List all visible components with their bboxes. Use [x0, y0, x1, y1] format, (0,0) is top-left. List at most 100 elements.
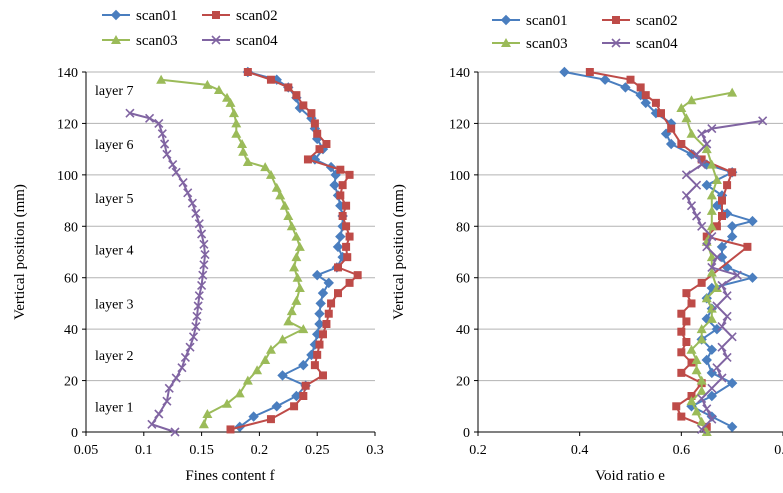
scan02-point	[303, 155, 312, 164]
legend-entry-scan03: scan03	[492, 36, 568, 52]
legend-marker	[612, 16, 620, 24]
legend-entry-scan04: scan04	[202, 33, 278, 49]
scan03-point	[286, 306, 297, 316]
scan02-point	[284, 83, 293, 92]
scan01-point	[599, 74, 611, 85]
legend-marker	[611, 38, 621, 48]
scan02-point	[318, 371, 327, 380]
scan02-point	[697, 155, 706, 164]
scan04-point	[692, 211, 702, 221]
scan03-point	[706, 190, 717, 200]
scan02-point	[677, 368, 686, 377]
scan04-point	[180, 352, 190, 362]
scan04-point	[707, 262, 717, 272]
scan04-point	[197, 280, 207, 290]
scan04-point	[194, 291, 204, 301]
scan03-point	[298, 324, 309, 334]
scan04-point	[697, 221, 707, 231]
x-axis-title: Void ratio e	[595, 468, 665, 484]
scan03-point	[696, 416, 707, 426]
scan02-point	[353, 271, 362, 280]
scan01-point	[271, 401, 282, 412]
scan03-point	[691, 365, 702, 375]
y-axis-title: Vertical position (mm)	[12, 184, 28, 320]
legend-entry-scan03: scan03	[102, 33, 178, 49]
scan03-point	[727, 87, 738, 97]
scan04-point	[681, 170, 691, 180]
scan04-point	[147, 419, 157, 429]
scan04-point	[162, 149, 172, 159]
scan02-point	[687, 299, 696, 308]
scan04-point	[188, 332, 199, 342]
scan03-point	[696, 385, 707, 395]
y-tick-label: 60	[456, 272, 470, 287]
scan02-point	[310, 361, 319, 370]
legend-label: scan01	[136, 8, 178, 24]
scan02-point	[342, 242, 351, 251]
scan03-point	[260, 162, 271, 172]
scan04-point	[717, 322, 727, 332]
scan03-point	[156, 74, 167, 84]
x-tick-label: 0.2	[469, 443, 487, 458]
scan02-point	[315, 340, 324, 349]
scan02-point	[626, 75, 635, 84]
scan03-point	[286, 221, 297, 231]
y-tick-label: 40	[64, 323, 78, 338]
scan04-point	[187, 198, 197, 208]
x-tick-label: 0.15	[189, 443, 214, 458]
legend-marker	[212, 11, 220, 19]
x-tick-label: 0.05	[74, 443, 99, 458]
scan04-point	[170, 427, 180, 437]
scan04-point	[717, 373, 727, 383]
scan04-point	[198, 270, 208, 280]
scan02-point	[301, 381, 310, 390]
scan03-point	[701, 427, 712, 436]
scan01-point	[726, 231, 738, 242]
scan03-point	[234, 388, 245, 398]
x-tick-label: 0.4	[571, 443, 589, 458]
scan01-point	[315, 298, 326, 309]
scan04-point	[712, 301, 722, 311]
layer-label: layer 3	[95, 297, 133, 312]
legend-label: scan03	[136, 33, 178, 49]
scan01-point	[747, 215, 758, 227]
scan04-point	[197, 229, 207, 239]
series-scan02	[226, 68, 362, 434]
scan02-point	[687, 392, 696, 400]
scan03-point	[706, 313, 717, 323]
legend-entry-scan01: scan01	[102, 8, 178, 24]
scan04-point	[200, 250, 210, 260]
scan02-point	[336, 165, 345, 174]
scan02-point	[682, 289, 691, 298]
scan02-point	[324, 309, 333, 318]
y-tick-label: 60	[64, 272, 78, 287]
y-tick-label: 120	[57, 117, 78, 132]
legend-label: scan01	[526, 13, 568, 29]
scan01-point	[323, 277, 334, 289]
scan01-point	[716, 241, 728, 253]
scan04-point	[758, 116, 768, 126]
scan04-point	[162, 396, 172, 406]
scan01-point	[726, 421, 738, 433]
scan03-point	[294, 283, 305, 292]
scan03-point	[686, 128, 697, 138]
scan03-point	[676, 103, 687, 112]
scan04-point	[160, 139, 170, 149]
scan04-point	[722, 352, 732, 362]
x-tick-label: 0.8	[774, 443, 783, 458]
scan04-point	[707, 414, 717, 424]
y-tick-label: 0	[463, 426, 470, 441]
series-scan01	[559, 66, 758, 433]
scan02-point	[299, 392, 308, 400]
legend-marker	[500, 14, 512, 26]
scan02-point	[336, 191, 345, 200]
scan01-point	[317, 287, 329, 299]
scan03-point	[222, 92, 233, 102]
scan04-point	[177, 363, 187, 373]
scan04-point	[712, 363, 722, 373]
scan03-point	[686, 344, 697, 354]
scan02-point	[318, 330, 327, 339]
scan02-point	[307, 109, 316, 118]
y-tick-label: 100	[57, 169, 78, 184]
